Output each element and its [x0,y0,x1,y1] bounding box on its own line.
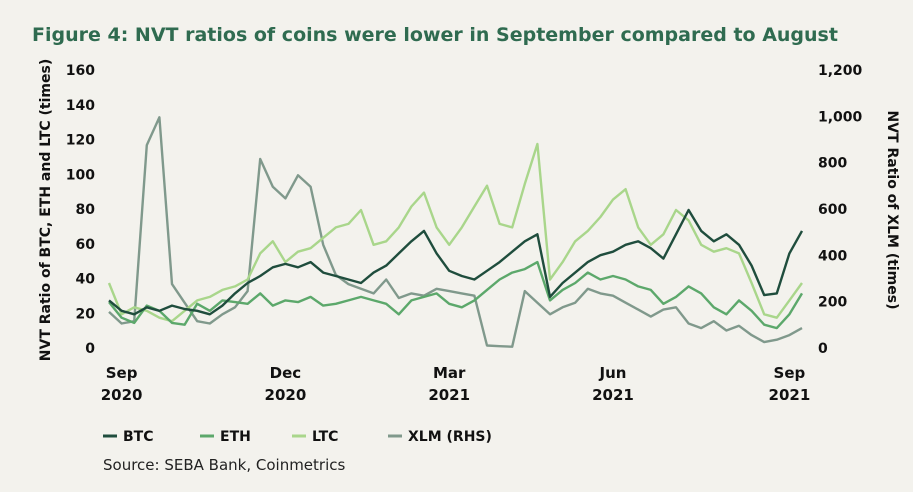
y-tick-label: 0 [85,341,95,357]
y-tick-label: 160 [66,63,95,79]
source-note: Source: SEBA Bank, Coinmetrics [103,456,346,474]
y2-tick-label: 400 [818,248,847,264]
y2-axis-title: NVT Ratio of XLM (times) [884,111,900,310]
legend-label: LTC [312,429,338,445]
series-line [108,260,804,330]
series-line [107,142,803,323]
legend-label: BTC [123,429,154,445]
y-tick-label: 60 [76,237,96,253]
y-tick-label: 80 [76,202,96,218]
y2-tick-label: 0 [818,341,828,357]
y2-tick-label: 200 [818,295,847,311]
x-tick-label: Sep 2020 [100,364,143,404]
y-tick-label: 20 [76,306,96,322]
series-line [108,208,804,316]
x-tick-label: Mar 2021 [428,364,471,404]
y2-tick-label: 1,200 [818,63,863,79]
x-tick-label: Dec 2020 [264,364,307,404]
y-tick-label: 120 [66,133,95,149]
y-tick-label: 40 [76,272,96,288]
y-tick-label: 100 [66,167,95,183]
x-tick-label: Sep 2021 [768,364,811,404]
legend-label: XLM (RHS) [408,429,492,445]
x-tick-label: Jun 2021 [592,364,634,404]
y-axis-title: NVT Ratio of BTC, ETH and LTC (times) [38,59,54,361]
y2-tick-label: 600 [818,202,847,218]
y2-tick-label: 800 [818,156,847,172]
y2-tick-label: 1,000 [818,109,863,125]
legend-label: ETH [220,429,251,445]
series-line [108,116,803,348]
y-tick-label: 140 [66,98,95,114]
chart-title: Figure 4: NVT ratios of coins were lower… [32,24,838,46]
